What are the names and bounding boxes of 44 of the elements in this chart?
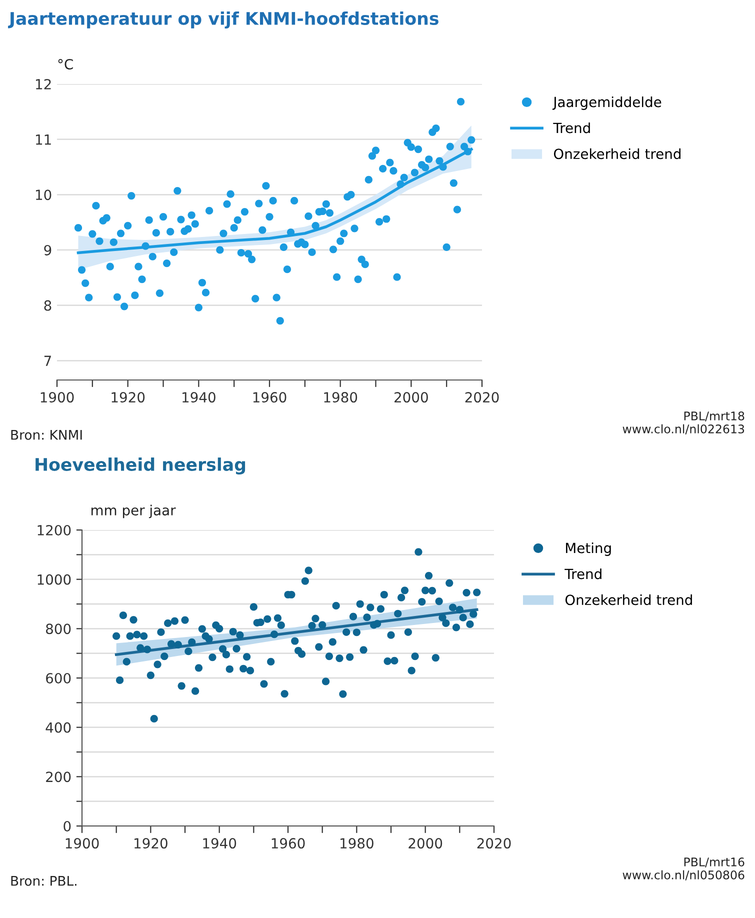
x-tick-label: 2000: [394, 392, 428, 403]
legend-label: Meting: [566, 542, 611, 556]
y-tick-label: 11: [36, 134, 51, 145]
y-tick-label: 200: [46, 772, 71, 782]
line-series: [76, 148, 473, 254]
y-tick-label: 1200: [38, 524, 71, 536]
x-tick-label: 1980: [340, 838, 374, 849]
text: www.clo.nl/nl050806: [622, 870, 744, 880]
y-axis-title: °C: [58, 58, 73, 70]
y-tick-label: 800: [46, 624, 71, 634]
text: www.clo.nl/nl022613: [622, 424, 744, 434]
y-tick-label: 8: [44, 300, 52, 311]
y-axis-title: mm per jaar: [92, 504, 176, 518]
x-tick-label: 2020: [477, 838, 511, 849]
text: Onzekerheid trend: [565, 594, 692, 606]
y-tick-label: 1000: [38, 574, 71, 585]
x-tick-label: 1940: [182, 392, 216, 403]
x-tick-label: 1920: [134, 838, 168, 849]
y-tick-label: 600: [46, 672, 71, 684]
legend-label: Trend: [553, 122, 590, 134]
x-tick-label: 1980: [324, 392, 358, 403]
x-tick-label: 1960: [272, 838, 305, 849]
x-tick-label: 1920: [112, 392, 145, 403]
text: PBL/mrt18: [684, 411, 744, 422]
text: PBL/mrt16: [684, 857, 744, 868]
x-tick-label: 1900: [66, 838, 99, 849]
x-tick-label: 2000: [408, 838, 442, 849]
y-tick-label: 9: [44, 244, 52, 256]
chart-title: Jaartemperatuur op vijf KNMI-hoofdstations: [8, 12, 438, 28]
x-tick-label: 1960: [253, 392, 286, 403]
x-tick-label: 1900: [40, 392, 74, 403]
y-tick-label: 400: [46, 722, 71, 733]
legend-label: Jaargemiddelde: [552, 96, 662, 110]
text: Bron: PBL.: [11, 876, 76, 886]
x-tick-label: 1940: [203, 838, 236, 849]
text: Onzekerheid trend: [554, 148, 680, 160]
chart-title: Hoeveelheid neerslag: [36, 458, 246, 474]
y-tick-label: 7: [44, 356, 51, 366]
y-tick-label: 12: [36, 78, 51, 90]
x-tick-label: 2020: [465, 392, 499, 403]
y-tick-label: 10: [36, 190, 52, 200]
legend-label: Trend: [564, 568, 602, 580]
text: Bron: KNMI: [11, 430, 82, 440]
y-tick-label: 0: [64, 820, 71, 832]
